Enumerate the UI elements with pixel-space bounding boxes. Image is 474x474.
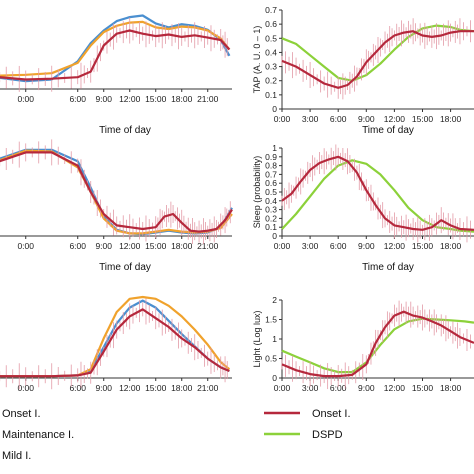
x-axis-label: Time of day: [99, 125, 151, 136]
y-tick-label: 1: [272, 334, 277, 344]
x-tick-label: 18:00: [440, 241, 462, 251]
legend-left-label-mild: Mild I.: [2, 450, 31, 462]
x-tick-label: 18:00: [440, 114, 462, 124]
y-axis-label: TAP (A. U. 0 – 1): [252, 26, 262, 94]
x-tick-label: 9:00: [358, 114, 375, 124]
x-tick-label: 12:00: [119, 241, 141, 251]
x-tick-label: 6:00: [330, 383, 347, 393]
x-tick-label: 21:00: [197, 241, 219, 251]
x-tick-label: 0:00: [274, 241, 291, 251]
x-tick-label: 3:00: [302, 241, 319, 251]
y-tick-label: 0.7: [265, 169, 277, 179]
x-tick-label: 6:00: [69, 241, 86, 251]
x-tick-label: 0:00: [274, 383, 291, 393]
x-tick-label: 18:00: [171, 94, 193, 104]
y-tick-label: 0.1: [265, 222, 277, 232]
legend-left-label-onset: Onset I.: [2, 408, 41, 420]
series-line-mild: [0, 149, 233, 235]
x-tick-label: 12:00: [119, 94, 141, 104]
x-tick-label: 21:00: [197, 94, 219, 104]
x-tick-label: 21:00: [197, 383, 219, 393]
series-line-onset: [0, 308, 230, 378]
panel-right-middle: 0:00 3:00 6:00 9:00 12:00 15:00 18:0000.10.20.…: [252, 143, 474, 273]
x-tick-label: 15:00: [412, 241, 434, 251]
y-tick-label: 1: [272, 143, 277, 153]
x-tick-label: 12:00: [384, 383, 406, 393]
legend-left-label-maintenance: Maintenance I.: [2, 429, 74, 441]
x-axis-label: Time of day: [99, 262, 151, 273]
x-tick-label: 3:00: [302, 383, 319, 393]
series-line-mild: [0, 20, 231, 77]
x-tick-label: 0:00: [274, 114, 291, 124]
x-tick-label: 15:00: [145, 383, 167, 393]
x-tick-label: 18:00: [440, 383, 462, 393]
series-line-onset: [0, 29, 231, 81]
x-axis-label: Time of day: [362, 262, 414, 273]
series-line-onset: [281, 30, 474, 89]
y-tick-label: 0: [272, 104, 277, 114]
x-tick-label: 9:00: [358, 383, 375, 393]
series-line-maintenance: [0, 148, 233, 236]
series-line-onset: [281, 310, 474, 378]
y-tick-label: 2: [272, 295, 277, 305]
panel-left-bottom: 0:00 6:00 9:00 12:00 15:00 18:00 21:00: [0, 295, 232, 393]
y-tick-label: 0.3: [265, 205, 277, 215]
series-line-onset: [0, 151, 233, 233]
y-tick-label: 0.6: [265, 19, 277, 29]
x-tick-label: 3:00: [302, 114, 319, 124]
y-tick-label: 0.2: [265, 76, 277, 86]
y-axis-label: Sleep (probability): [252, 156, 262, 229]
x-tick-label: 18:00: [171, 383, 193, 393]
x-tick-label: 12:00: [384, 114, 406, 124]
x-axis-label: Time of day: [362, 125, 414, 136]
x-tick-label: 15:00: [412, 383, 434, 393]
legend-right-label-onset: Onset I.: [312, 408, 351, 420]
series-line-dspd: [281, 159, 474, 233]
x-tick-label: 15:00: [145, 94, 167, 104]
y-tick-label: 0.4: [265, 196, 277, 206]
y-tick-label: 0.7: [265, 5, 277, 15]
x-tick-label: 6:00: [330, 114, 347, 124]
panel-right-bottom: 0:00 3:00 6:00 9:00 12:00 15:00 18:00 0 0.5 1 1.5 2…: [252, 295, 474, 393]
x-tick-label: 12:00: [119, 383, 141, 393]
y-tick-label: 0: [272, 231, 277, 241]
x-tick-label: 9:00: [95, 241, 112, 251]
y-tick-label: 0.6: [265, 178, 277, 188]
x-tick-label: 9:00: [95, 94, 112, 104]
x-tick-label: 15:00: [412, 114, 434, 124]
x-tick-label: 12:00: [384, 241, 406, 251]
series-line-dspd: [281, 24, 474, 82]
x-tick-label: 18:00: [171, 241, 193, 251]
y-tick-label: 0.3: [265, 62, 277, 72]
panel-left-middle: 0:00 6:00 9:00 12:00 15:00 18:00 21:00 Time of …: [0, 139, 233, 273]
x-tick-label: 6:00: [69, 383, 86, 393]
y-tick-label: 0.2: [265, 213, 277, 223]
y-axis-label: Light (Log lux): [252, 310, 262, 367]
x-tick-label: 0:00: [17, 383, 34, 393]
x-tick-label: 9:00: [95, 383, 112, 393]
x-tick-label: 0:00: [17, 94, 34, 104]
legend-right-label-dspd: DSPD: [312, 429, 343, 441]
y-tick-label: 0.4: [265, 47, 277, 57]
y-tick-label: 1.5: [265, 315, 277, 325]
x-tick-label: 6:00: [330, 241, 347, 251]
y-tick-label: 0.8: [265, 161, 277, 171]
y-tick-label: 0.5: [265, 354, 277, 364]
y-tick-label: 0: [272, 373, 277, 383]
x-tick-label: 6:00: [69, 94, 86, 104]
series-line-onset: [281, 155, 474, 231]
y-tick-label: 0.5: [265, 187, 277, 197]
x-tick-label: 9:00: [358, 241, 375, 251]
y-tick-label: 0.9: [265, 152, 277, 162]
y-tick-label: 0.1: [265, 90, 277, 100]
x-tick-label: 15:00: [145, 241, 167, 251]
series-line-maintenance: [0, 14, 231, 83]
y-tick-label: 0.5: [265, 33, 277, 43]
x-tick-label: 0:00: [17, 241, 34, 251]
panel-right-top: 0:00 3:00 6:00 9:00 12:00 15:00 18:00 0 0.1 0.2 0.…: [252, 5, 474, 136]
panel-left-top: 0:00 6:00 9:00 12:00 15:00 18:00 21:00 Time of …: [0, 14, 232, 136]
